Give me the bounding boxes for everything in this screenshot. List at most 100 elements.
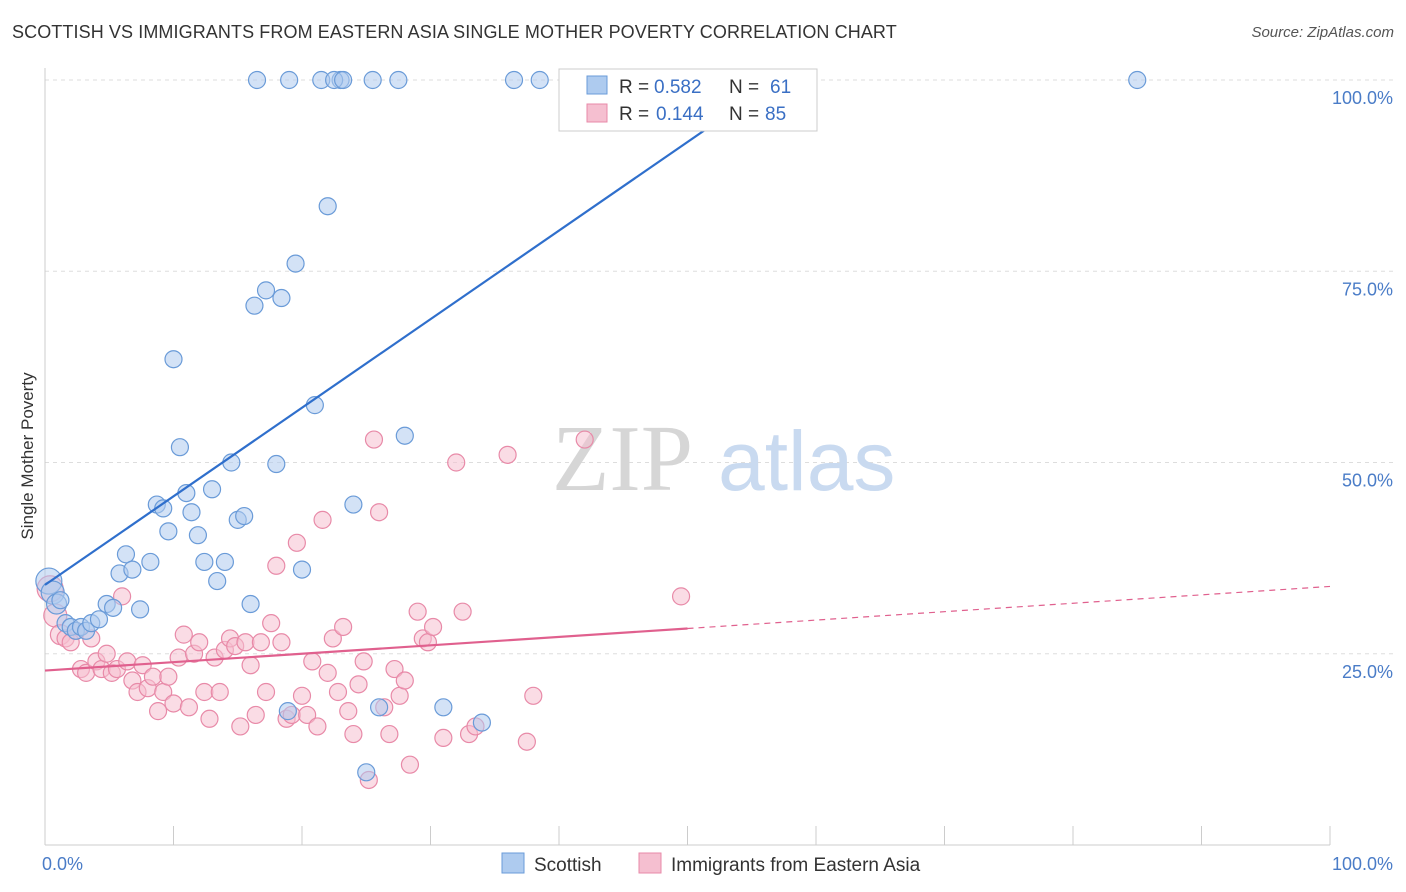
top-legend: R = 0.582 N = 61 R = 0.144 N = 85 — [558, 68, 818, 132]
point-eastasia — [334, 617, 353, 637]
point-eastasia — [380, 724, 399, 744]
point-eastasia — [287, 533, 306, 552]
point-eastasia — [195, 682, 214, 702]
x-tick-label-max: 100.0% — [1332, 854, 1393, 874]
point-eastasia — [364, 430, 384, 449]
point-eastasia — [148, 702, 168, 721]
watermark-zip: ZIP — [552, 407, 693, 511]
watermark-atlas: atlas — [718, 414, 895, 508]
point-eastasia — [231, 717, 250, 736]
point-scottish — [318, 197, 337, 216]
point-scottish — [389, 70, 408, 90]
legend-swatch-scottish — [586, 75, 608, 95]
legend-r-value-eastasia: 0.144 — [656, 104, 704, 125]
point-scottish — [530, 70, 549, 90]
legend-swatch-eastasia — [586, 103, 608, 123]
bottom-legend-label-eastasia: Immigrants from Eastern Asia — [671, 855, 921, 876]
point-scottish — [1128, 70, 1147, 90]
point-scottish — [164, 350, 183, 369]
point-eastasia — [174, 625, 193, 644]
point-eastasia — [349, 675, 368, 694]
point-eastasia — [453, 602, 472, 621]
point-eastasia — [143, 667, 163, 686]
point-eastasia — [328, 682, 348, 702]
point-eastasia — [200, 709, 219, 728]
point-scottish — [434, 698, 453, 717]
point-eastasia — [179, 698, 199, 717]
trend-line-eastasia-extrapolated — [687, 585, 1331, 630]
point-scottish — [267, 454, 286, 474]
point-eastasia — [447, 453, 466, 472]
point-scottish — [170, 438, 190, 457]
point-scottish — [272, 288, 291, 308]
bottom-legend-swatch-scottish — [501, 852, 525, 874]
point-scottish — [182, 503, 201, 522]
legend-n-label-scottish: N = — [729, 77, 759, 98]
point-scottish — [280, 70, 299, 90]
point-scottish — [247, 70, 267, 90]
point-eastasia — [323, 629, 342, 648]
point-eastasia — [190, 633, 209, 652]
point-eastasia — [575, 430, 594, 449]
points-scottish — [35, 70, 1147, 782]
point-scottish — [159, 522, 178, 541]
chart-title: SCOTTISH VS IMMIGRANTS FROM EASTERN ASIA… — [12, 22, 897, 42]
point-eastasia — [159, 667, 178, 686]
point-scottish — [123, 560, 142, 579]
point-scottish — [256, 281, 276, 300]
point-scottish — [241, 594, 260, 614]
point-scottish — [89, 610, 109, 629]
point-eastasia — [236, 633, 255, 652]
point-eastasia — [418, 633, 438, 652]
y-tick-label: 50.0% — [1342, 471, 1393, 491]
point-eastasia — [395, 671, 414, 690]
point-eastasia — [251, 633, 270, 652]
chart-source: Source: ZipAtlas.com — [1251, 24, 1394, 41]
point-eastasia — [298, 705, 317, 725]
point-scottish — [51, 591, 70, 610]
point-eastasia — [400, 755, 420, 774]
point-eastasia — [169, 648, 188, 667]
point-eastasia — [210, 682, 229, 702]
point-scottish — [235, 506, 254, 526]
point-eastasia — [671, 587, 691, 606]
point-scottish — [278, 702, 297, 721]
y-tick-label: 75.0% — [1342, 279, 1393, 299]
point-scottish — [202, 480, 222, 499]
point-scottish — [357, 763, 376, 782]
point-scottish — [116, 545, 136, 564]
bottom-legend: Scottish Immigrants from Eastern Asia — [501, 852, 921, 876]
point-scottish — [292, 560, 312, 579]
point-eastasia — [524, 686, 543, 705]
legend-r-value-scottish: 0.582 — [654, 77, 702, 98]
point-eastasia — [303, 652, 322, 671]
point-scottish — [344, 495, 363, 514]
trend-layer — [44, 79, 1331, 672]
trend-line-scottish — [44, 79, 779, 586]
point-scottish — [334, 70, 353, 90]
point-scottish — [245, 296, 264, 315]
legend-n-value-eastasia: 85 — [765, 104, 786, 125]
point-eastasia — [385, 659, 404, 679]
point-eastasia — [272, 633, 291, 652]
point-scottish — [195, 552, 214, 572]
point-scottish — [504, 70, 524, 90]
point-eastasia — [498, 445, 517, 464]
point-eastasia — [354, 652, 373, 671]
point-eastasia — [308, 717, 327, 736]
point-eastasia — [344, 724, 363, 744]
point-eastasia — [241, 656, 260, 675]
point-eastasia — [370, 503, 389, 522]
point-eastasia — [118, 652, 137, 671]
point-scottish — [472, 713, 491, 732]
point-scottish — [363, 70, 382, 90]
legend-n-value-scottish: 61 — [770, 77, 791, 98]
axis-layer: 25.0% 50.0% 75.0% 100.0% 0.0% 100.0% — [42, 68, 1393, 874]
point-eastasia — [339, 702, 358, 721]
y-tick-label: 25.0% — [1342, 662, 1393, 682]
point-scottish — [286, 254, 305, 273]
point-eastasia — [256, 682, 276, 702]
point-eastasia — [318, 663, 337, 682]
watermark: ZIP atlas — [552, 407, 895, 511]
